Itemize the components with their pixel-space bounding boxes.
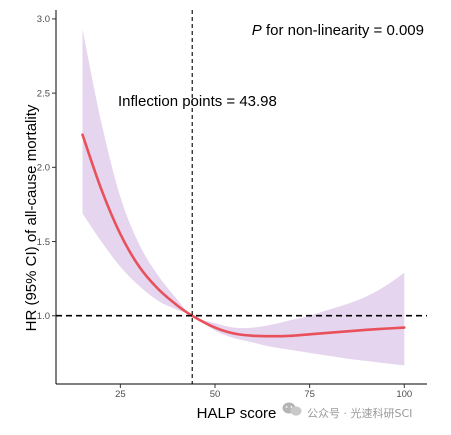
y-tick-label: 1.0 [37, 311, 50, 322]
y-tick-label: 3.0 [37, 14, 50, 25]
confidence-band [82, 29, 405, 366]
p-symbol: P [252, 22, 262, 39]
watermark: 公众号 · 光速科研SCI [282, 402, 412, 420]
x-tick-label: 75 [304, 389, 315, 400]
x-axis-title: HALP score [197, 405, 277, 422]
x-tick-label: 100 [396, 389, 412, 400]
p-nonlinearity-annotation: P for non-linearity = 0.009 [252, 22, 424, 39]
hr-curve-line [81, 133, 406, 338]
y-axis-title: HR (95% CI) of all-cause mortality [23, 104, 40, 331]
x-tick-label: 25 [115, 389, 126, 400]
watermark-text: 公众号 · 光速科研SCI [307, 406, 412, 420]
y-tick-label: 2.0 [37, 163, 50, 174]
x-tick-label: 50 [210, 389, 221, 400]
p-value-text: for non-linearity = 0.009 [262, 22, 424, 39]
wechat-icon [282, 402, 302, 416]
y-tick-label: 1.5 [37, 237, 50, 248]
y-tick-label: 2.5 [37, 88, 50, 99]
inflection-annotation: Inflection points = 43.98 [118, 93, 277, 110]
